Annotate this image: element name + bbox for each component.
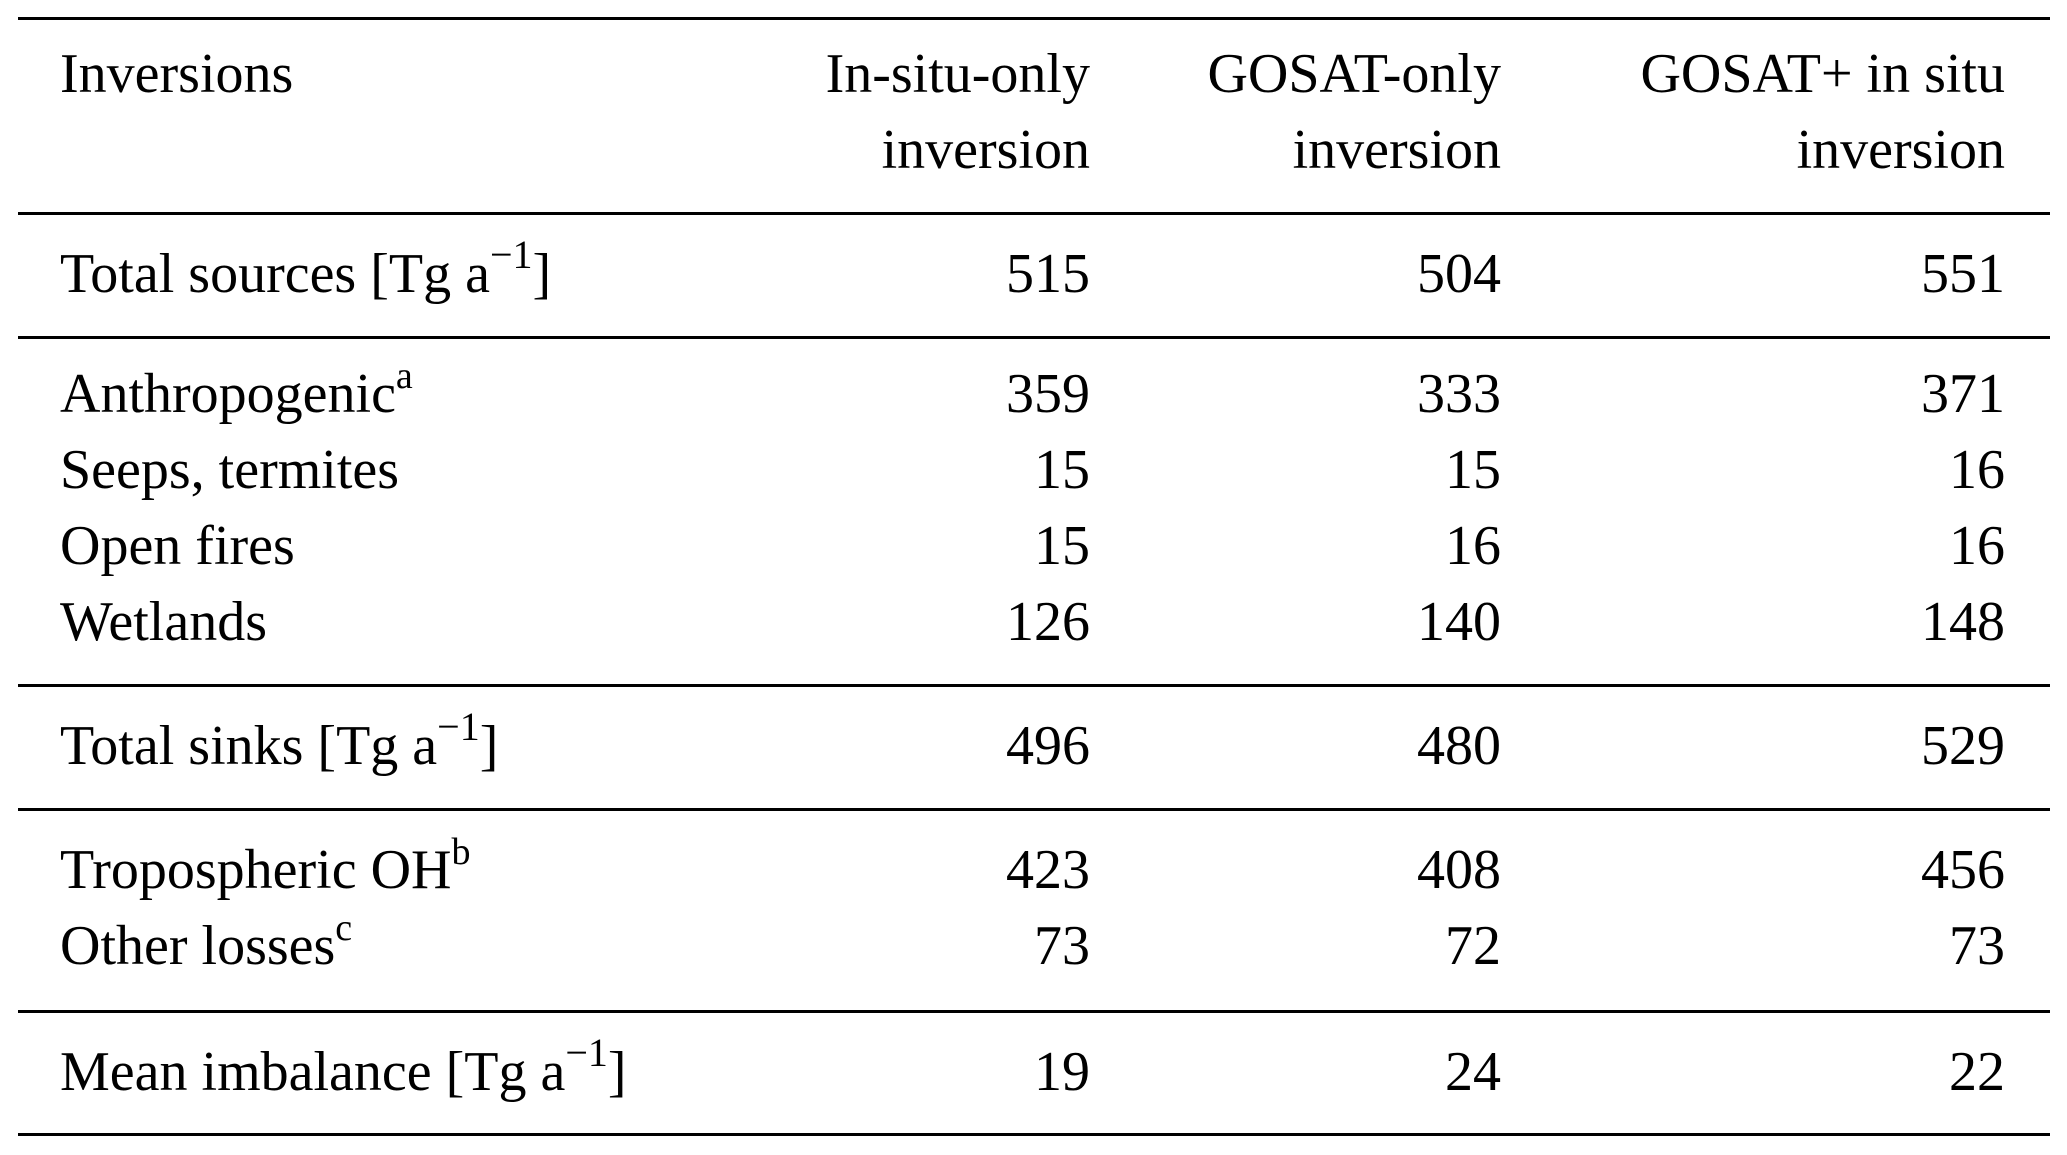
cell-gosat-in-situ: 529 [1921, 715, 2005, 777]
row-label: Total sinks [Tg a−1] [60, 704, 499, 777]
cell-gosat: 15 [1445, 439, 1501, 501]
cell-in-situ: 15 [1034, 515, 1090, 577]
table-row-open-fires: Open fires 15 16 16 [0, 508, 2067, 584]
cell-gosat-in-situ: 16 [1949, 439, 2005, 501]
cell-in-situ: 126 [1006, 591, 1090, 653]
cell-gosat-in-situ: 148 [1921, 591, 2005, 653]
section-rule [18, 684, 2050, 687]
header-rule [18, 212, 2050, 215]
cell-gosat-in-situ: 456 [1921, 839, 2005, 901]
top-rule [18, 17, 2050, 20]
header-col-2-line-1: GOSAT-only [1207, 43, 1501, 105]
table-row-tropospheric-oh: Tropospheric OHb 423 408 456 [0, 832, 2067, 908]
footnote-marker: c [335, 907, 353, 950]
table-row-total-sources: Total sources [Tg a−1] 515 504 551 [0, 232, 2067, 312]
footnote-marker: b [451, 831, 471, 874]
table-row-anthropogenic: Anthropogenica 359 333 371 [0, 356, 2067, 432]
row-label: Tropospheric OHb [60, 831, 471, 901]
cell-gosat: 16 [1445, 515, 1501, 577]
header-row-label: Inversions [60, 43, 294, 105]
cell-gosat-in-situ: 22 [1949, 1041, 2005, 1103]
header-col-3-line-2: inversion [1796, 119, 2005, 181]
header-col-1-line-2: inversion [881, 119, 1090, 181]
cell-gosat-in-situ: 371 [1921, 363, 2005, 425]
header-col-2-line-2: inversion [1292, 119, 1501, 181]
cell-gosat-in-situ: 16 [1949, 515, 2005, 577]
cell-gosat: 333 [1417, 363, 1501, 425]
row-label: Wetlands [60, 591, 267, 653]
row-label: Open fires [60, 515, 295, 577]
table-row-total-sinks: Total sinks [Tg a−1] 496 480 529 [0, 704, 2067, 784]
cell-in-situ: 423 [1006, 839, 1090, 901]
cell-gosat: 480 [1417, 715, 1501, 777]
table-row-mean-imbalance: Mean imbalance [Tg a−1] 19 24 22 [0, 1030, 2067, 1110]
footnote-marker: a [395, 355, 413, 398]
table-row-seeps-termites: Seeps, termites 15 15 16 [0, 432, 2067, 508]
row-label: Total sources [Tg a−1] [60, 232, 552, 305]
row-label: Other lossesc [60, 907, 353, 977]
cell-gosat: 24 [1445, 1041, 1501, 1103]
header-col-1-line-1: In-situ-only [825, 43, 1090, 105]
section-rule [18, 1010, 2050, 1013]
cell-in-situ: 496 [1006, 715, 1090, 777]
row-label: Mean imbalance [Tg a−1] [60, 1030, 627, 1103]
cell-gosat: 140 [1417, 591, 1501, 653]
cell-gosat: 504 [1417, 243, 1501, 305]
row-label: Seeps, termites [60, 439, 400, 501]
row-label: Anthropogenica [60, 355, 413, 425]
cell-in-situ: 515 [1006, 243, 1090, 305]
cell-in-situ: 19 [1034, 1041, 1090, 1103]
cell-in-situ: 15 [1034, 439, 1090, 501]
header-col-3-line-1: GOSAT+ in situ [1640, 43, 2005, 105]
cell-in-situ: 359 [1006, 363, 1090, 425]
section-rule [18, 336, 2050, 339]
section-rule [18, 808, 2050, 811]
table-row-wetlands: Wetlands 126 140 148 [0, 584, 2067, 660]
cell-gosat-in-situ: 551 [1921, 243, 2005, 305]
cell-gosat: 408 [1417, 839, 1501, 901]
cell-gosat: 72 [1445, 915, 1501, 977]
table-row-other-losses: Other lossesc 73 72 73 [0, 908, 2067, 984]
cell-gosat-in-situ: 73 [1949, 915, 2005, 977]
cell-in-situ: 73 [1034, 915, 1090, 977]
bottom-rule [18, 1133, 2050, 1136]
